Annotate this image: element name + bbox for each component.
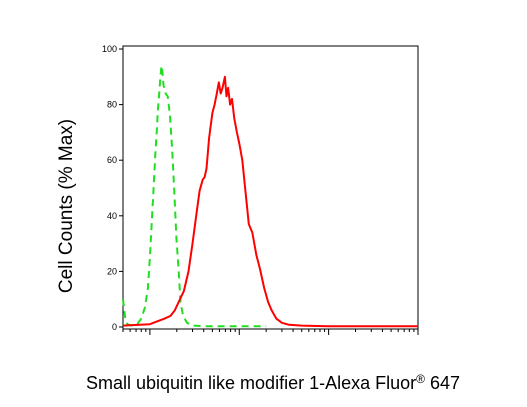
y-axis-label: Cell Counts (% Max): [56, 119, 77, 293]
x-axis-label-main: Small ubiquitin like modifier 1-Alexa Fl…: [86, 373, 416, 393]
y-tick-label: 100: [102, 44, 117, 54]
y-tick-label: 80: [107, 100, 117, 110]
y-tick-label: 20: [107, 266, 117, 276]
series-lines: [122, 64, 418, 328]
y-tick-label: 0: [112, 322, 117, 332]
x-axis-label: Small ubiquitin like modifier 1-Alexa Fl…: [86, 372, 460, 393]
y-tick-label: 60: [107, 155, 117, 165]
x-axis-label-superscript: ®: [416, 372, 425, 386]
x-axis-label-suffix: 647: [425, 373, 460, 393]
series-line-2: [122, 75, 418, 328]
y-tick-label: 40: [107, 211, 117, 221]
y-axis-ticks: 0 20 40 60 80 100: [102, 44, 123, 332]
plot-frame: [122, 45, 419, 330]
plot-area: [122, 45, 419, 330]
x-axis-ticks: [122, 329, 419, 335]
series-line-1: [122, 64, 267, 328]
